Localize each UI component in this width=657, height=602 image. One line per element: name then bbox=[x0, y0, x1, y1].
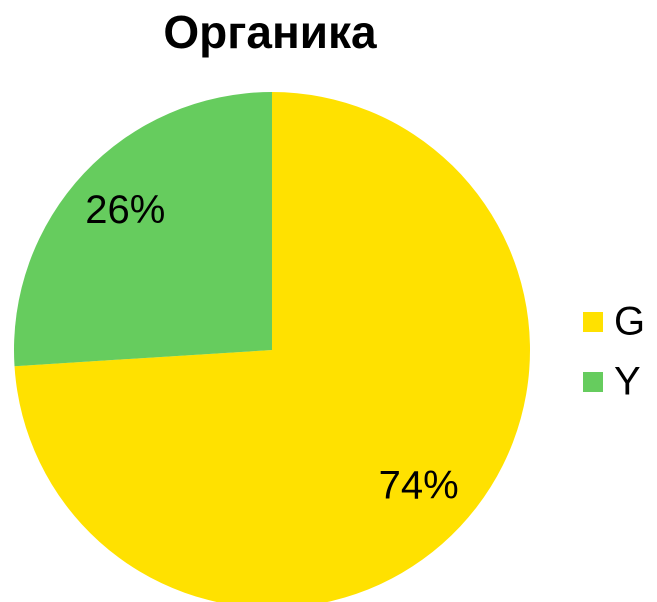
legend-swatch bbox=[583, 372, 603, 392]
data-label: 74% bbox=[379, 463, 459, 507]
chart-title: Органика bbox=[163, 6, 377, 58]
legend-swatch bbox=[583, 312, 603, 332]
pie-slice bbox=[13, 92, 272, 367]
legend-label: G bbox=[614, 300, 645, 344]
legend-label: Y bbox=[614, 360, 641, 404]
data-label: 26% bbox=[85, 188, 165, 232]
pie-slice bbox=[14, 92, 530, 602]
